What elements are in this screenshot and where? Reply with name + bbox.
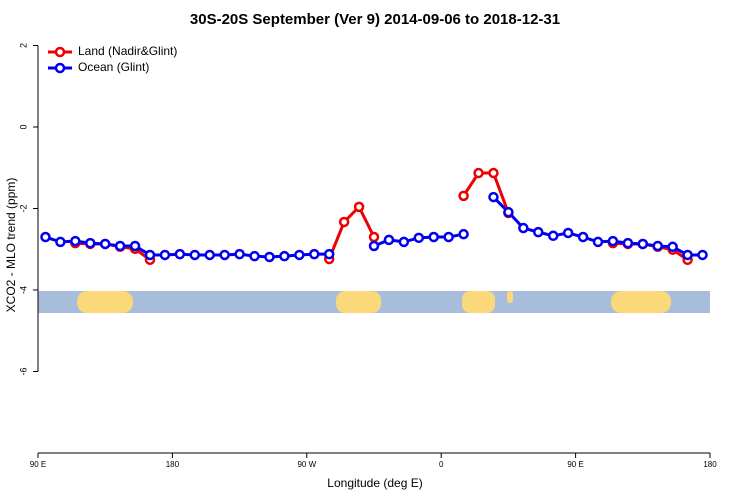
data-point: [40, 231, 51, 243]
data-point: [607, 235, 619, 247]
data-point: [428, 231, 439, 243]
data-point: [189, 249, 201, 261]
data-point: [70, 235, 81, 247]
land-area: [507, 291, 513, 303]
data-point: [279, 250, 290, 262]
data-point: [294, 249, 305, 261]
y-tick-label: -6: [18, 367, 28, 375]
data-point: [368, 240, 380, 252]
data-point: [458, 228, 469, 240]
data-point: [353, 201, 365, 213]
x-tick-label: 90 E: [30, 460, 46, 469]
data-point: [682, 249, 693, 261]
land-area: [77, 291, 133, 313]
data-point: [264, 251, 275, 263]
y-tick-label: -2: [18, 204, 28, 212]
land-area: [611, 291, 671, 313]
data-point: [697, 249, 708, 261]
data-point: [652, 240, 663, 252]
series-line: [75, 171, 689, 262]
data-point: [159, 249, 171, 261]
data-point: [219, 249, 230, 261]
y-axis-label: XCO2 - MLO trend (ppm): [4, 178, 18, 313]
y-tick-label: -4: [18, 286, 28, 294]
x-tick-label: 180: [166, 460, 180, 469]
data-point: [473, 167, 484, 179]
data-point: [234, 248, 245, 260]
data-point: [383, 234, 395, 246]
data-point: [249, 250, 260, 262]
y-tick-label: 0: [18, 124, 28, 129]
x-axis-label: Longitude (deg E): [327, 476, 422, 490]
data-point: [204, 249, 215, 261]
data-point: [488, 191, 499, 203]
data-point: [129, 240, 141, 252]
data-point: [547, 230, 559, 242]
data-point: [622, 237, 634, 249]
data-point: [338, 216, 350, 228]
data-point: [637, 238, 649, 250]
x-tick-label: 180: [703, 460, 717, 469]
legend-label: Land (Nadir&Glint): [78, 44, 177, 58]
data-point: [323, 248, 335, 260]
data-point: [309, 248, 320, 260]
data-point: [144, 249, 156, 261]
legend-label: Ocean (Glint): [78, 60, 149, 74]
data-point: [413, 232, 425, 244]
data-point: [174, 248, 186, 260]
x-tick-label: 90 W: [297, 460, 316, 469]
data-point: [667, 241, 678, 253]
data-point: [562, 227, 574, 239]
x-tick-label: 0: [439, 460, 444, 469]
chart-title: 30S-20S September (Ver 9) 2014-09-06 to …: [190, 11, 560, 28]
data-point: [398, 236, 410, 248]
data-point: [503, 206, 514, 218]
x-tick-label: 90 E: [567, 460, 583, 469]
data-point: [114, 240, 126, 252]
land-area: [462, 291, 495, 313]
data-point: [533, 226, 544, 238]
data-point: [488, 167, 499, 179]
legend-marker: [54, 62, 66, 74]
data-point: [592, 236, 604, 248]
data-point: [577, 231, 589, 243]
data-point: [518, 222, 529, 234]
data-point: [99, 238, 111, 250]
data-point: [443, 231, 454, 243]
data-point: [55, 236, 66, 248]
y-tick-label: 2: [18, 43, 28, 48]
land-area: [336, 291, 381, 313]
legend-marker: [54, 46, 66, 58]
data-point: [368, 231, 380, 243]
data-point: [458, 190, 469, 202]
land-ocean-strip: [38, 291, 710, 313]
data-point: [85, 237, 96, 249]
